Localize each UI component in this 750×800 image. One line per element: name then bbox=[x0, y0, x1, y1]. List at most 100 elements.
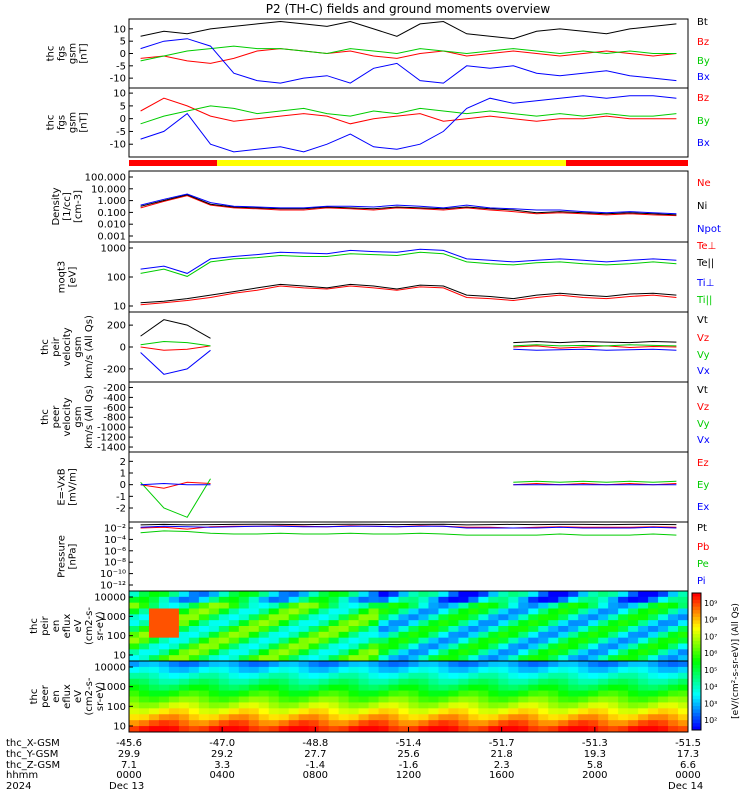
heatmap-cell bbox=[428, 620, 439, 627]
xtick-label-hhmm: 0000 bbox=[675, 770, 700, 781]
heatmap-cell bbox=[348, 690, 360, 697]
heatmap-cell bbox=[558, 708, 569, 715]
heatmap-cell bbox=[158, 684, 170, 692]
heatmap-cell bbox=[208, 708, 220, 715]
heatmap-cell bbox=[288, 614, 300, 621]
heatmap-cell bbox=[588, 602, 599, 609]
heatmap-cell bbox=[468, 726, 479, 733]
heatmap-cell bbox=[168, 714, 180, 721]
heatmap-cell bbox=[298, 690, 310, 697]
heatmap-cell bbox=[308, 726, 320, 733]
heatmap-cell bbox=[129, 620, 140, 627]
heatmap-cell bbox=[338, 696, 350, 703]
heatmap-cell bbox=[288, 596, 300, 604]
colorbar-step bbox=[692, 640, 701, 645]
heatmap-cell bbox=[268, 720, 280, 727]
heatmap-cell bbox=[508, 608, 519, 615]
heatmap-cell bbox=[238, 631, 250, 639]
heatmap-cell bbox=[148, 637, 160, 644]
heatmap-cell bbox=[348, 678, 360, 686]
heatmap-cell bbox=[558, 591, 569, 598]
heatmap-cell bbox=[129, 690, 140, 697]
heatmap-cell bbox=[628, 714, 639, 721]
heatmap-cell bbox=[658, 702, 669, 709]
heatmap-cell bbox=[278, 702, 290, 709]
heatmap-cell bbox=[628, 596, 639, 604]
heatmap-cell bbox=[648, 655, 659, 662]
legend-Pt: Pt bbox=[697, 523, 707, 534]
heatmap-cell bbox=[218, 684, 230, 692]
colorbar-frame bbox=[691, 592, 702, 731]
heatmap-cell bbox=[558, 678, 569, 686]
heatmap-cell bbox=[348, 602, 360, 609]
heatmap-cell bbox=[168, 649, 180, 656]
ylabel-line: gsm bbox=[68, 112, 79, 133]
heatmap-cell bbox=[568, 626, 579, 633]
colorbar-step bbox=[692, 688, 701, 693]
heatmap-cell bbox=[568, 720, 579, 727]
heatmap-cell bbox=[658, 720, 669, 727]
heatmap-cell bbox=[578, 649, 589, 656]
heatmap-cell bbox=[398, 631, 409, 639]
heatmap-cell bbox=[538, 696, 549, 703]
heatmap-cell bbox=[308, 672, 320, 680]
heatmap-cell bbox=[358, 714, 370, 721]
heatmap-cell bbox=[238, 596, 250, 604]
heatmap-cell bbox=[388, 614, 400, 621]
ytick-label: 0.010 bbox=[97, 220, 126, 231]
ylabel-line: en bbox=[51, 620, 62, 633]
heatmap-cell bbox=[438, 602, 449, 609]
ylabel-line: E=-VxB bbox=[57, 468, 68, 505]
heatmap-cell bbox=[228, 608, 240, 615]
heatmap-cell bbox=[618, 596, 629, 604]
heatmap-cell bbox=[148, 643, 160, 650]
heatmap-cell bbox=[448, 614, 459, 621]
heatmap-cell bbox=[258, 608, 270, 615]
heatmap-cell bbox=[129, 720, 140, 727]
heatmap-cell bbox=[518, 643, 529, 650]
heatmap-cell bbox=[278, 684, 290, 692]
heatmap-cell bbox=[298, 661, 310, 668]
heatmap-cell bbox=[138, 661, 150, 668]
legend-Bz: Bz bbox=[697, 37, 709, 48]
heatmap-cell bbox=[198, 690, 210, 697]
heatmap-cell bbox=[138, 591, 150, 598]
heatmap-cell bbox=[678, 678, 689, 686]
heatmap-cell bbox=[398, 696, 409, 703]
heatmap-cell bbox=[228, 714, 240, 721]
heatmap-cell bbox=[208, 690, 220, 697]
ytick-label: 0.100 bbox=[97, 208, 126, 219]
heatmap-cell bbox=[198, 608, 210, 615]
xtick-label-z: 6.6 bbox=[680, 760, 696, 771]
heatmap-cell bbox=[368, 602, 380, 609]
heatmap-cell bbox=[308, 591, 320, 598]
heatmap-cell bbox=[398, 596, 409, 604]
heatmap-cell bbox=[478, 720, 489, 727]
heatmap-cell bbox=[129, 666, 140, 674]
heatmap-cell bbox=[228, 602, 240, 609]
heatmap-cell bbox=[508, 602, 519, 609]
heatmap-cell bbox=[268, 690, 280, 697]
heatmap-cell bbox=[218, 637, 230, 644]
heatmap-cell bbox=[388, 702, 400, 709]
xtick-label-hhmm: 1200 bbox=[396, 770, 421, 781]
heatmap-cell bbox=[568, 649, 579, 656]
heatmap-cell bbox=[528, 637, 539, 644]
heatmap-cell bbox=[238, 720, 250, 727]
heatmap-cell bbox=[348, 643, 360, 650]
heatmap-cell bbox=[388, 684, 400, 692]
heatmap-cell bbox=[488, 637, 499, 644]
heatmap-cell bbox=[338, 596, 350, 604]
heatmap-cell bbox=[188, 655, 200, 662]
heatmap-cell bbox=[528, 626, 539, 633]
heatmap-cell bbox=[428, 643, 439, 650]
heatmap-cell bbox=[508, 655, 519, 662]
heatmap-cell bbox=[458, 690, 469, 697]
heatmap-cell bbox=[658, 726, 669, 733]
heatmap-cell bbox=[598, 666, 609, 674]
heatmap-cell bbox=[538, 726, 549, 733]
heatmap-cell bbox=[158, 614, 170, 621]
heatmap-cell bbox=[578, 637, 589, 644]
heatmap-cell bbox=[498, 596, 509, 604]
